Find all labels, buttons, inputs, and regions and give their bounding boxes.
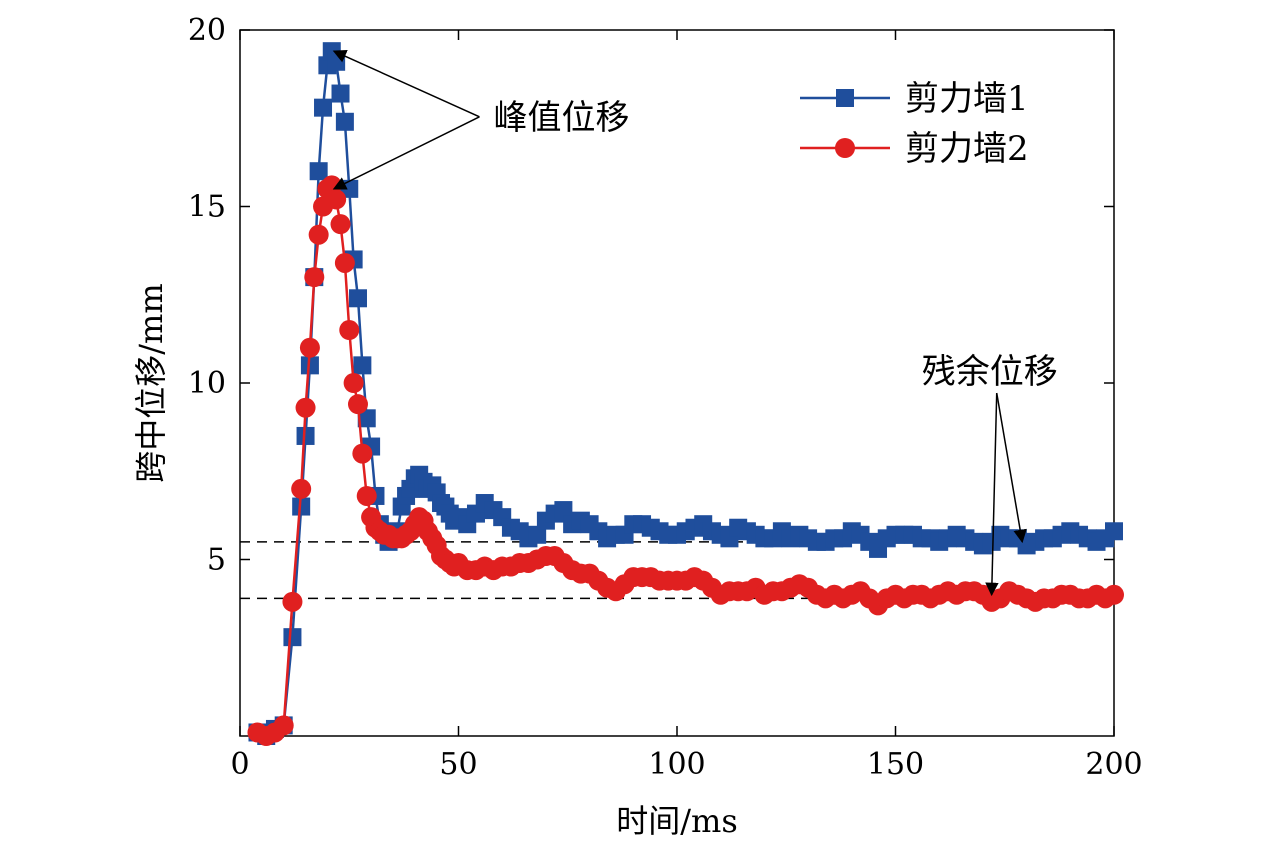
- x-tick-label: 150: [867, 747, 924, 782]
- x-tick-label: 0: [230, 747, 249, 782]
- legend-swatch-marker: [835, 138, 855, 158]
- data-point: [339, 320, 360, 341]
- x-axis-title: 时间/ms: [616, 802, 738, 840]
- data-point: [283, 628, 302, 647]
- data-point: [528, 525, 547, 544]
- data-point: [309, 162, 328, 181]
- data-point: [296, 426, 315, 445]
- annotation-arrow: [985, 392, 999, 597]
- annotation-label: 峰值位移: [493, 98, 629, 138]
- data-point: [335, 112, 354, 131]
- data-point: [304, 267, 325, 288]
- data-point: [1105, 522, 1123, 541]
- x-tick-label: 100: [648, 747, 705, 782]
- data-point: [330, 214, 351, 235]
- legend: 剪力墙1 剪力墙2: [800, 79, 1029, 169]
- legend-swatch-marker: [836, 89, 854, 107]
- data-point: [347, 394, 368, 415]
- series-layer: [247, 42, 1124, 746]
- y-tick-label: 5: [207, 543, 226, 578]
- data-point: [348, 289, 367, 308]
- annotation-arrow: [332, 116, 480, 190]
- data-point: [331, 84, 350, 103]
- data-point: [291, 478, 312, 499]
- data-point: [343, 373, 364, 393]
- data-point: [357, 409, 376, 428]
- x-tick-label: 200: [1085, 747, 1142, 782]
- data-point: [356, 485, 377, 506]
- x-tick-label: 50: [439, 747, 477, 782]
- data-point: [299, 337, 320, 358]
- data-point: [300, 356, 319, 375]
- data-point: [273, 715, 294, 736]
- series-2: [247, 175, 1124, 746]
- data-point: [352, 443, 373, 464]
- data-point: [282, 591, 303, 612]
- y-axis-title: 跨中位移/mm: [132, 283, 170, 482]
- series-line: [257, 184, 1115, 738]
- data-point: [292, 497, 311, 516]
- data-point: [314, 98, 333, 117]
- legend-label: 剪力墙1: [905, 79, 1029, 119]
- data-point: [1104, 584, 1124, 605]
- annotation-arrow: [995, 392, 1027, 544]
- y-tick-label: 15: [188, 190, 226, 225]
- data-point: [353, 356, 372, 375]
- data-point: [326, 189, 347, 210]
- legend-label: 剪力墙2: [905, 129, 1029, 169]
- annotation-label: 残余位移: [922, 352, 1058, 392]
- y-tick-label: 10: [188, 366, 226, 401]
- data-point: [554, 501, 573, 520]
- data-point: [334, 252, 355, 273]
- y-tick-label: 20: [188, 13, 226, 48]
- data-point: [308, 224, 329, 245]
- data-point: [295, 397, 316, 418]
- annotation-arrow: [332, 50, 480, 118]
- axis-ticks: 0 50 100 150 200 5 10 15 20: [188, 13, 1143, 782]
